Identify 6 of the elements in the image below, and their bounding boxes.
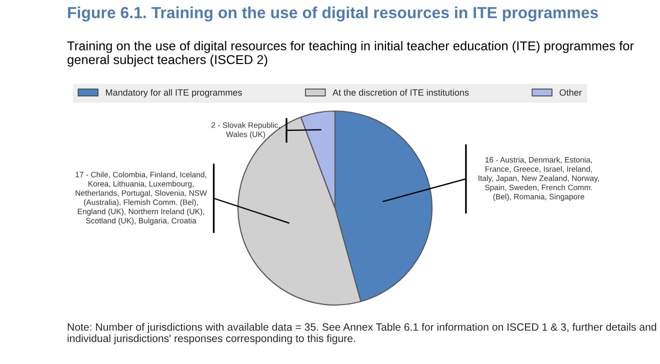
legend-label: Other (560, 89, 582, 96)
legend-label: At the discretion of ITE institutions (332, 89, 469, 96)
text: Note: Number of jurisdictions with available data = 35. See Annex Table 6.1 for information on ISCED 1 & 3, further details and individual jurisdictions' responses corresponding to this figure. (68, 323, 656, 344)
chart-title: Figure 6.1. Training on the use of digital resources in ITE programmes (68, 6, 598, 22)
legend-label: Mandatory for all ITE programmes (106, 89, 242, 98)
chart-subtitle: Training on the use of digital resources for teaching in initial teacher education (ITE) programmes for general subject teachers (ISCED 2) (67, 41, 634, 67)
